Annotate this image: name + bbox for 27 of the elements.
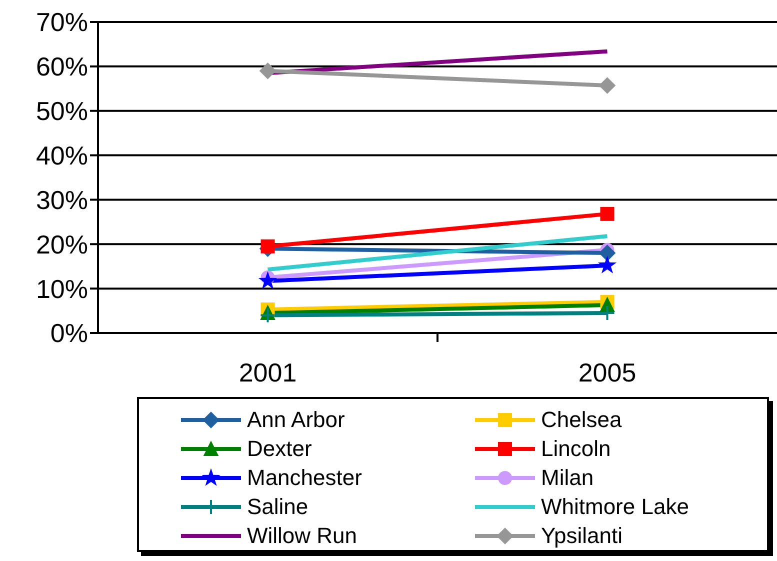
y-tick-label: 70% [36,7,88,38]
point [598,77,616,94]
x-tick-label: 2005 [578,357,636,388]
y-tick-label: 40% [36,140,88,171]
point [598,244,616,262]
point [259,62,276,80]
legend-label: Ypsilanti [541,522,623,548]
y-tick-label: 10% [36,274,88,304]
point [600,206,614,221]
legend-label: Lincoln [541,436,611,462]
y-tick-label: 30% [36,184,88,215]
legend-label: Ann Arbor [247,406,345,432]
legend-label: Chelsea [541,406,622,432]
point [598,256,617,274]
legend-label: Milan [541,464,594,490]
point [258,271,278,289]
x-tick-label: 2001 [238,357,297,388]
legend-label: Whitmore Lake [541,494,689,520]
y-tick-label: 60% [36,52,88,82]
y-tick-label: 50% [36,96,88,126]
y-tick-label: 0% [50,318,88,348]
y-tick-label: 20% [36,229,88,260]
legend-label: Manchester [247,464,362,490]
legend-label: Willow Run [247,522,358,548]
point [260,239,275,254]
legend-label: Saline [247,494,308,520]
legend-label: Dexter [247,436,312,462]
